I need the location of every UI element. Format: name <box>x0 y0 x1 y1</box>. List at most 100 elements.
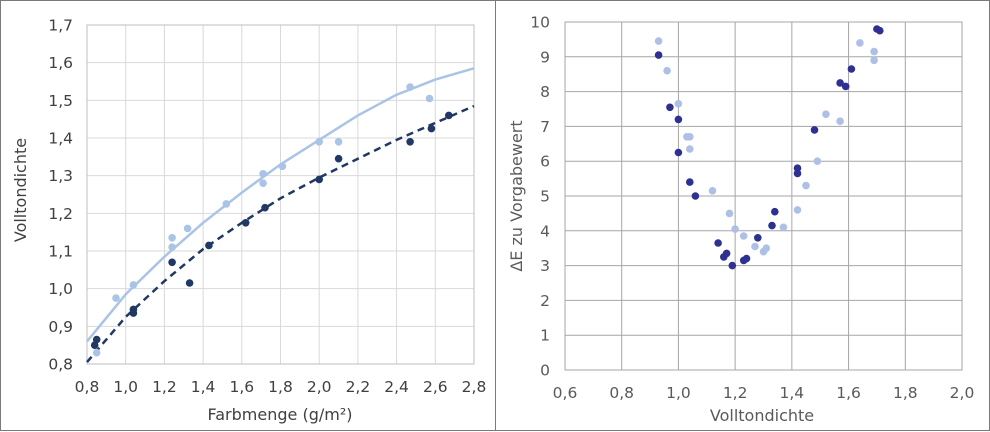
data-point <box>129 281 138 289</box>
data-point <box>406 83 414 91</box>
y-tick-label: 9 <box>540 48 550 66</box>
x-tick-label: 2,6 <box>423 378 448 396</box>
data-point <box>754 234 762 242</box>
y-tick-label: 1,0 <box>48 280 73 298</box>
data-point <box>666 103 674 112</box>
data-point <box>427 124 436 133</box>
y-tick-label: 8 <box>540 83 550 101</box>
data-point <box>92 335 101 344</box>
data-point <box>810 126 819 134</box>
x-tick-label: 1,0 <box>113 378 138 396</box>
data-point <box>856 39 864 47</box>
data-point <box>686 133 694 141</box>
x-tick-label: 2,0 <box>950 384 975 402</box>
y-tick-label: 6 <box>540 153 550 171</box>
data-point <box>90 341 99 350</box>
left-points <box>90 83 453 357</box>
data-point <box>876 26 884 35</box>
data-point <box>445 111 453 120</box>
data-point <box>751 242 759 251</box>
y-tick-label: 2 <box>540 292 550 310</box>
data-point <box>168 234 176 242</box>
data-point <box>334 154 343 163</box>
data-point <box>686 178 694 186</box>
data-point <box>92 348 101 357</box>
y-tick-label: 0 <box>540 362 550 380</box>
x-tick-label: 1,4 <box>780 384 805 402</box>
right-chart-panel: 0,6 0,8 1,0 1,2 1,4 1,6 1,8 2,0 0 1 2 3 4 5 6 7 8 9 10 Vo… <box>495 0 990 431</box>
left-chart-panel: 0,8 1,0 1,2 1,4 1,6 1,8 2,0 2,2 2,4 2,6 2,8 0,8 0,9… <box>0 0 496 431</box>
data-point <box>315 138 324 146</box>
x-tick-label: 2,2 <box>346 378 371 396</box>
right-x-axis-title: Volltondichte <box>710 406 814 425</box>
data-point <box>278 162 287 171</box>
data-point <box>259 179 267 187</box>
x-tick-label: 0,6 <box>553 384 578 402</box>
y-tick-label: 1,4 <box>48 130 73 148</box>
data-point <box>261 203 269 212</box>
data-point <box>822 110 830 118</box>
y-tick-label: 1 <box>540 327 550 345</box>
y-tick-label: 10 <box>530 14 550 32</box>
data-point <box>802 181 810 190</box>
data-point <box>183 224 192 233</box>
data-point <box>686 145 694 153</box>
data-point <box>654 51 663 59</box>
data-point <box>168 243 176 251</box>
left-chart: 0,8 1,0 1,2 1,4 1,6 1,8 2,0 2,2 2,4 2,6 2,8 0,8 0,9… <box>11 17 487 425</box>
x-tick-label: 1,6 <box>836 384 861 402</box>
data-point <box>813 157 822 165</box>
data-point <box>654 37 663 45</box>
right-grid <box>564 21 963 371</box>
data-point <box>663 66 671 75</box>
data-point <box>714 239 722 247</box>
data-point <box>674 100 683 108</box>
right-y-ticks: 0 1 2 3 4 5 6 7 8 9 10 <box>530 14 550 380</box>
data-point <box>771 207 779 216</box>
data-point <box>334 138 343 146</box>
x-tick-label: 2,0 <box>307 378 332 396</box>
right-points <box>654 25 884 270</box>
data-point <box>425 94 434 103</box>
x-tick-label: 1,8 <box>268 378 293 396</box>
right-x-ticks: 0,6 0,8 1,0 1,2 1,4 1,6 1,8 2,0 <box>553 384 975 402</box>
y-tick-label: 1,1 <box>48 243 73 261</box>
data-point <box>731 225 739 233</box>
data-point <box>739 232 748 240</box>
data-point <box>762 244 771 252</box>
y-tick-label: 1,7 <box>48 17 73 35</box>
data-point <box>742 254 751 263</box>
x-tick-label: 1,2 <box>152 378 177 396</box>
y-tick-label: 4 <box>540 222 550 240</box>
x-tick-label: 1,2 <box>723 384 748 402</box>
data-point <box>841 82 850 91</box>
data-point <box>259 170 267 178</box>
right-chart: 0,6 0,8 1,0 1,2 1,4 1,6 1,8 2,0 0 1 2 3 4 5 6 7 8 9 10 Vo… <box>507 14 975 426</box>
x-tick-label: 0,8 <box>609 384 634 402</box>
left-x-ticks: 0,8 1,0 1,2 1,4 1,6 1,8 2,0 2,2 2,4 2,6 2,8 <box>75 378 487 396</box>
y-tick-label: 0,8 <box>48 356 73 374</box>
y-tick-label: 1,2 <box>48 205 73 223</box>
x-tick-label: 1,8 <box>893 384 918 402</box>
data-point <box>870 47 878 56</box>
data-point <box>241 219 250 227</box>
trendline <box>86 104 475 363</box>
data-point <box>779 223 788 232</box>
left-y-axis-title: Volltondichte <box>11 138 30 242</box>
left-grid <box>86 24 475 365</box>
x-tick-label: 1,4 <box>191 378 216 396</box>
y-tick-label: 1,3 <box>48 167 73 185</box>
data-point <box>847 65 856 73</box>
data-point <box>768 221 776 230</box>
data-point <box>185 279 194 287</box>
data-point <box>129 305 138 314</box>
data-point <box>112 294 120 302</box>
y-tick-label: 5 <box>540 188 550 206</box>
x-tick-label: 1,6 <box>229 378 254 396</box>
data-point <box>836 117 844 125</box>
data-point <box>315 175 324 184</box>
data-point <box>691 192 700 200</box>
x-tick-label: 2,4 <box>384 378 409 396</box>
y-tick-label: 7 <box>540 118 550 136</box>
y-tick-label: 1,5 <box>48 92 73 110</box>
